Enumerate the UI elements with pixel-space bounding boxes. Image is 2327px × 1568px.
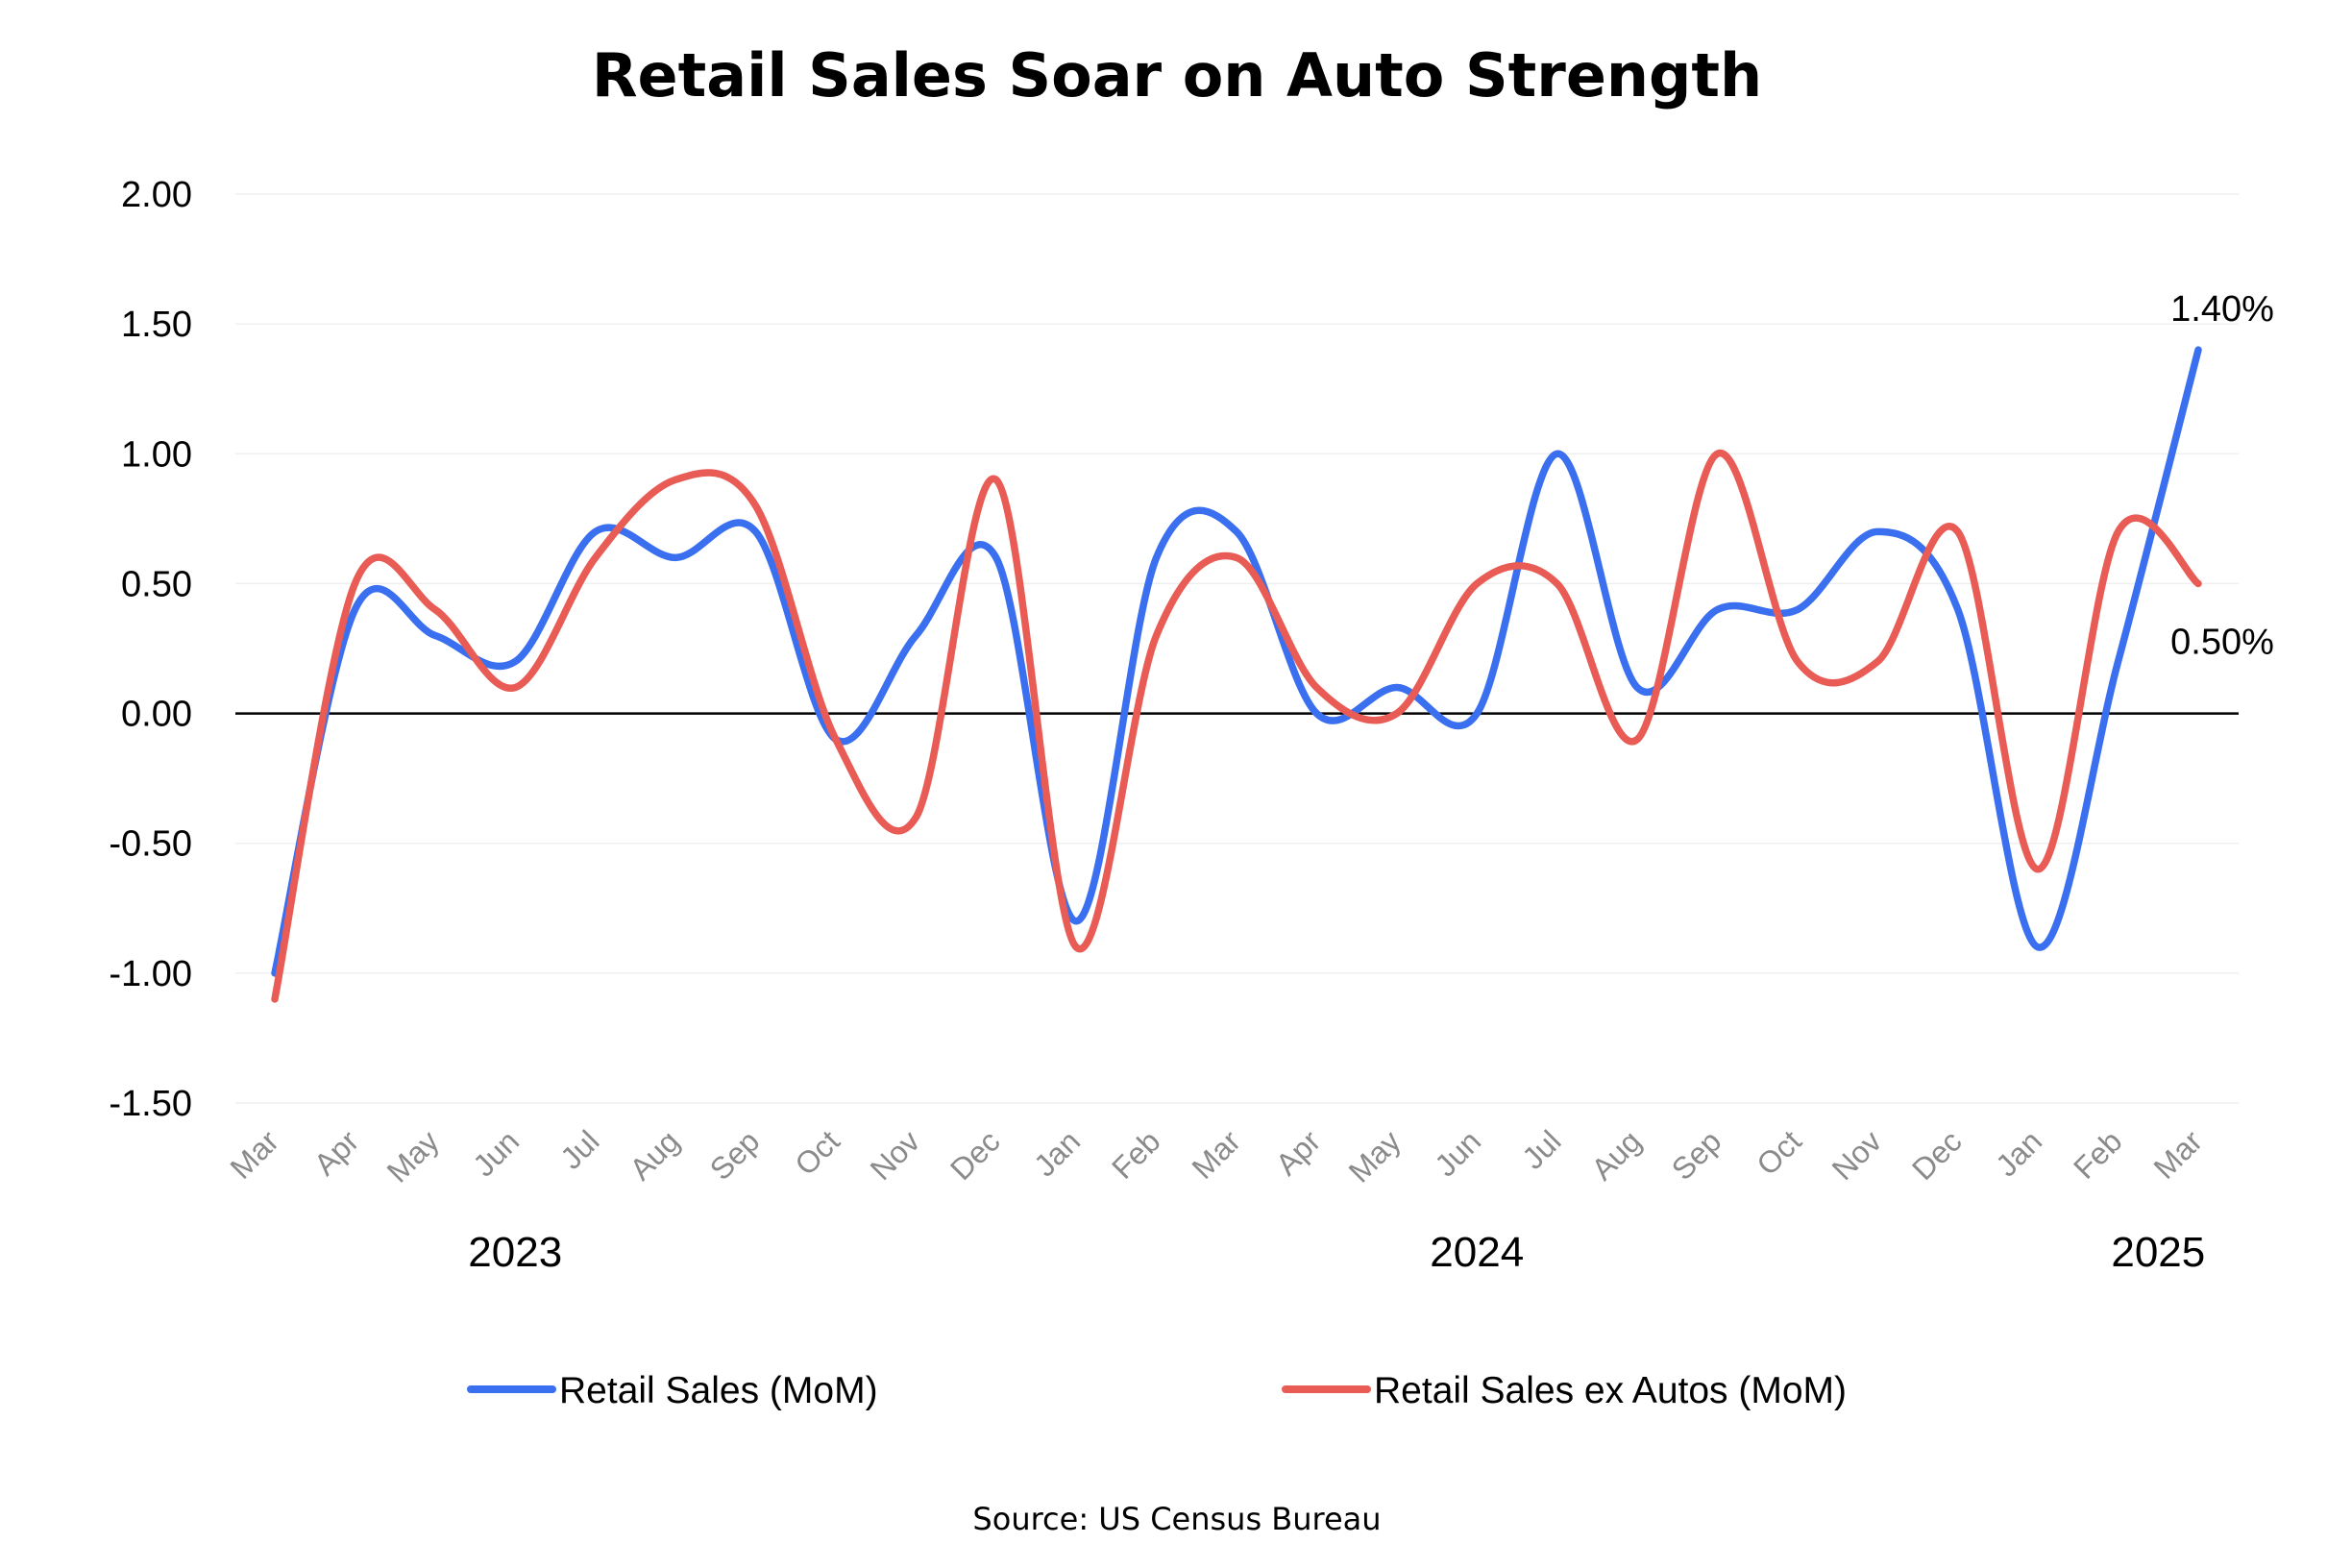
x-tick-label: Jun <box>1428 1123 1487 1183</box>
y-tick-label: -0.50 <box>109 824 192 865</box>
year-labels: 2023 2024 2025 <box>468 1229 2205 1276</box>
x-tick-label: Sep <box>1665 1123 1728 1187</box>
x-tick-label: Mar <box>1186 1123 1248 1186</box>
y-tick-label: -1.50 <box>109 1084 192 1124</box>
gridlines <box>235 193 2239 1104</box>
year-label: 2023 <box>468 1229 562 1276</box>
y-tick-label: 0.50 <box>121 564 192 604</box>
series-lines <box>271 346 2202 1003</box>
series-line-retail-sales-ex-autos <box>271 450 2202 1003</box>
x-tick-label: Jul <box>1515 1123 1567 1175</box>
x-tick-label: Apr <box>1269 1123 1328 1182</box>
legend-label-retail-sales-ex-autos: Retail Sales ex Autos (MoM) <box>1374 1370 1847 1411</box>
x-tick-label: May <box>380 1123 446 1188</box>
x-tick-label: Aug <box>1584 1123 1648 1187</box>
annotation-retail-sales-end: 1.40% <box>2170 289 2274 330</box>
annotation-retail-sales-ex-autos-end: 0.50% <box>2170 622 2274 662</box>
x-tick-label: Feb <box>1105 1123 1166 1185</box>
year-label: 2025 <box>2111 1229 2205 1276</box>
x-tick-label: Oct <box>788 1123 846 1182</box>
y-tick-label: 2.00 <box>121 175 192 215</box>
x-tick-label: Dec <box>943 1123 1007 1187</box>
x-tick-label: Feb <box>2067 1123 2128 1185</box>
legend-label-retail-sales: Retail Sales (MoM) <box>559 1370 878 1411</box>
legend: Retail Sales (MoM) Retail Sales ex Autos … <box>467 1370 1847 1411</box>
y-tick-label: 0.00 <box>121 695 192 735</box>
x-tick-label: Dec <box>1905 1123 1969 1187</box>
x-tick-label: Nov <box>864 1123 927 1187</box>
x-tick-label: Jan <box>1027 1123 1087 1183</box>
x-tick-label: May <box>1342 1123 1408 1188</box>
x-tick-label: Aug <box>623 1123 686 1187</box>
x-tick-label: Apr <box>307 1123 366 1182</box>
x-tick-label: Nov <box>1825 1123 1889 1187</box>
y-axis-tick-labels: 2.00 1.50 1.00 0.50 0.00 -0.50 -1.00 -1.50 <box>109 175 192 1124</box>
chart-title: Retail Sales Soar on Auto Strength <box>592 40 1762 110</box>
x-axis-tick-labels: Mar Apr May Jun Jul Aug Sep Oct Nov Dec Jan Feb Mar A… <box>224 1123 2210 1188</box>
end-value-annotations: 1.40% 0.50% <box>2170 289 2274 662</box>
y-tick-label: -1.00 <box>109 954 192 994</box>
source-note: Source: US Census Bureau <box>972 1501 1381 1537</box>
y-tick-label: 1.50 <box>121 305 192 345</box>
x-tick-label: Mar <box>2147 1123 2210 1186</box>
x-tick-label: Mar <box>224 1123 286 1186</box>
series-line-retail-sales <box>271 346 2202 977</box>
x-tick-label: Oct <box>1750 1123 1808 1182</box>
year-label: 2024 <box>1430 1229 1524 1276</box>
x-tick-label: Jun <box>466 1123 526 1183</box>
y-tick-label: 1.00 <box>121 434 192 475</box>
x-tick-label: Sep <box>703 1123 767 1187</box>
x-tick-label: Jul <box>553 1123 605 1175</box>
x-tick-label: Jan <box>1989 1123 2048 1183</box>
